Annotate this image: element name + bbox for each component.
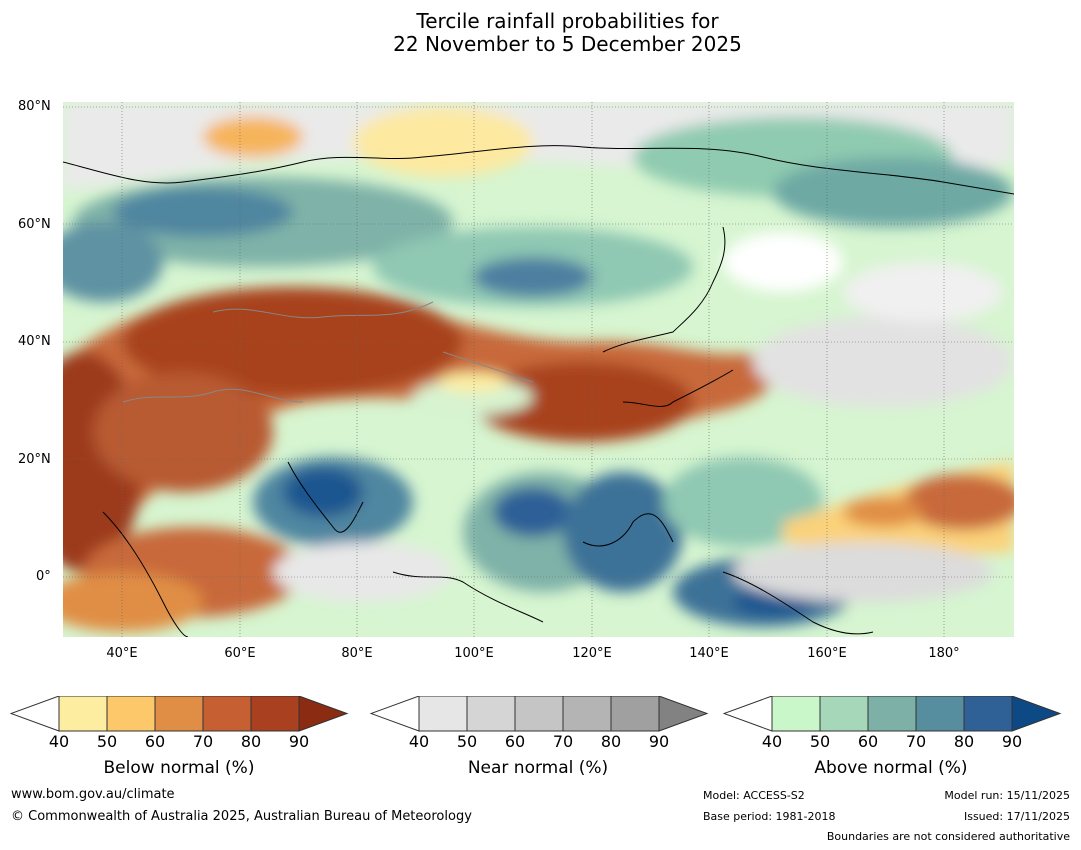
below-normal-colorbar [10,696,349,732]
below-under-triangle [10,696,60,732]
near-under-triangle [370,696,420,732]
above-normal-label: Above normal (%) [814,758,968,778]
model-name: Model: ACCESS-S2 [703,789,805,802]
boundaries-disclaimer: Boundaries are not considered authoritat… [826,830,1070,843]
above-tick-label: 70 [905,732,927,751]
lon-label-180: 180° [928,646,960,661]
below-segment-3 [154,696,204,732]
above-tick-label: 80 [953,732,975,751]
lat-label-60n: 60°N [18,217,51,232]
lat-label-0: 0° [36,569,51,584]
base-period: Base period: 1981-2018 [703,810,836,823]
near-segment-1 [418,696,468,732]
lat-label-20n: 20°N [18,452,51,467]
near-segment-5 [610,696,660,732]
below-segment-4 [202,696,252,732]
below-segment-1 [58,696,108,732]
near-tick-label: 90 [648,732,670,751]
below-segment-5 [250,696,300,732]
lon-label-160e: 160°E [807,646,847,661]
copyright-text: © Commonwealth of Australia 2025, Austra… [11,809,472,824]
lon-label-60e: 60°E [224,646,256,661]
below-tick-label: 50 [96,732,118,751]
below-tick-label: 60 [144,732,166,751]
below-tick-label: 70 [192,732,214,751]
above-tick-label: 50 [809,732,831,751]
near-tick-label: 50 [456,732,478,751]
near-tick-label: 40 [408,732,430,751]
lon-label-100e: 100°E [454,646,494,661]
below-tick-label: 90 [288,732,310,751]
below-normal-label: Below normal (%) [103,758,255,778]
near-tick-label: 80 [600,732,622,751]
below-segment-2 [106,696,156,732]
above-segment-1 [771,696,821,732]
lon-label-120e: 120°E [572,646,612,661]
map-title-line1: Tercile rainfall probabilities for [416,9,719,33]
probability-map [63,102,1014,637]
near-segment-3 [514,696,564,732]
lon-label-140e: 140°E [689,646,729,661]
near-normal-colorbar [370,696,709,732]
map-title-line2: 22 November to 5 December 2025 [393,32,742,56]
below-over-triangle [298,696,349,732]
above-tick-label: 90 [1001,732,1023,751]
lon-label-80e: 80°E [341,646,373,661]
near-segment-2 [466,696,516,732]
above-segment-4 [915,696,965,732]
lat-label-80n: 80°N [18,99,51,114]
above-tick-label: 40 [761,732,783,751]
above-normal-colorbar [723,696,1062,732]
above-under-triangle [723,696,773,732]
above-segment-3 [867,696,917,732]
model-run-date: Model run: 15/11/2025 [944,789,1070,802]
above-segment-2 [819,696,869,732]
above-segment-5 [963,696,1013,732]
lat-label-40n: 40°N [18,334,51,349]
above-tick-label: 60 [857,732,879,751]
near-normal-label: Near normal (%) [467,758,609,778]
above-over-triangle [1011,696,1062,732]
near-tick-label: 70 [552,732,574,751]
near-over-triangle [658,696,709,732]
below-tick-label: 80 [240,732,262,751]
issued-date: Issued: 17/11/2025 [963,810,1070,823]
below-tick-label: 40 [48,732,70,751]
lon-label-40e: 40°E [106,646,138,661]
website-link[interactable]: www.bom.gov.au/climate [11,787,175,802]
near-segment-4 [562,696,612,732]
near-tick-label: 60 [504,732,526,751]
